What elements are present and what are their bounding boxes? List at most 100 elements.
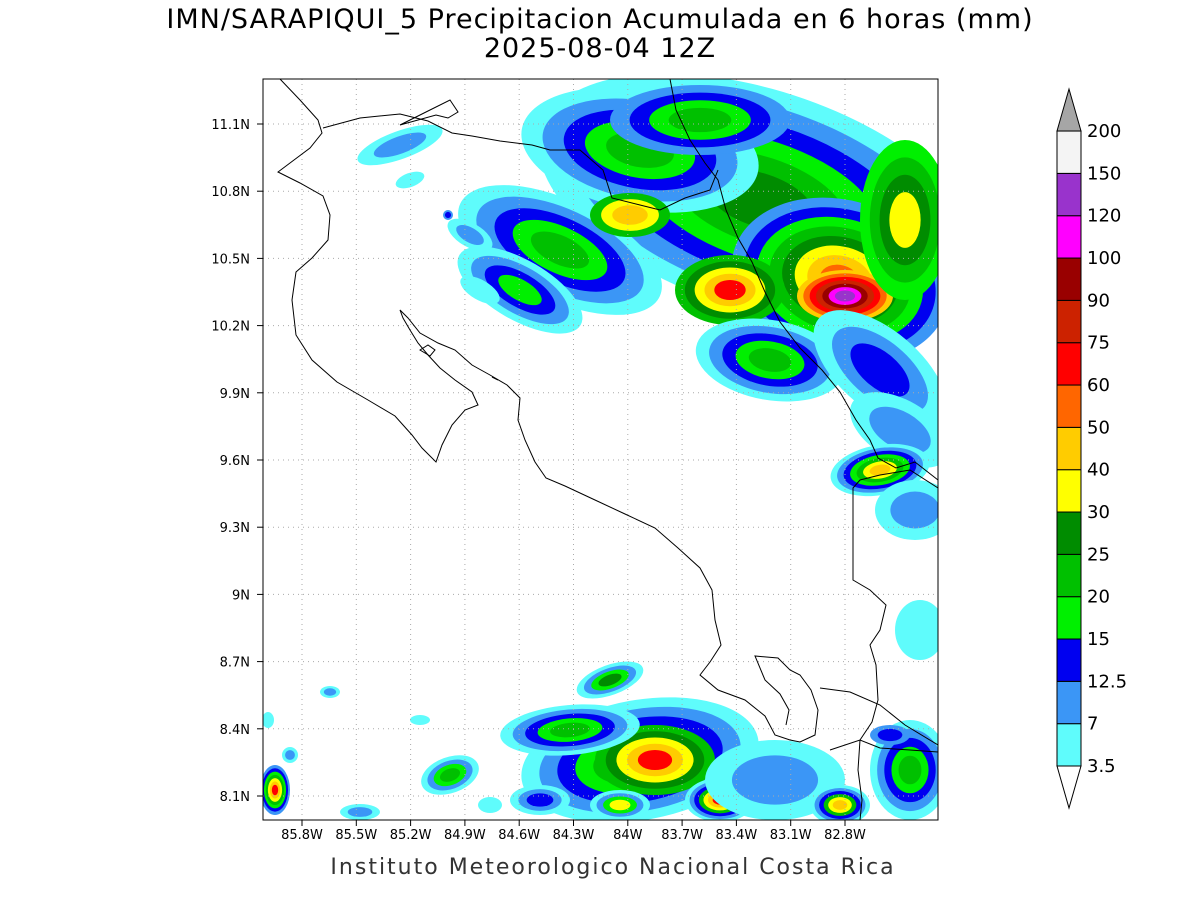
lon-tick-label: 84.6W (498, 828, 540, 843)
lat-tick-label: 8.7N (220, 656, 250, 671)
colorbar-label: 60 (1087, 375, 1110, 396)
colorbar: 3.5 7 12.5 15 20 25 30 40 50 60 75 90 100 120 150 200 (1056, 87, 1127, 810)
colorbar-swatch (1056, 257, 1082, 301)
precip-contour (323, 688, 337, 696)
precip-contour (731, 755, 819, 805)
colorbar-swatch (1056, 553, 1082, 598)
precip-contour (890, 491, 938, 529)
precip-contour (478, 797, 502, 813)
lon-tick-label: 83.1W (770, 828, 812, 843)
precip-contour (347, 807, 373, 817)
colorbar-swatch (1056, 299, 1082, 344)
precip-contour (748, 348, 792, 372)
precip-contour (877, 728, 903, 742)
map-frame (262, 78, 939, 821)
precip-contour (530, 231, 590, 269)
lat-tick-label: 10.8N (211, 185, 250, 200)
panama-border (852, 469, 938, 820)
precip-contour (439, 768, 461, 782)
colorbar-min-arrow (1056, 765, 1082, 810)
lat-tick-label: 10.5N (211, 252, 250, 267)
precip-contour (609, 799, 631, 811)
colorbar-swatch (1056, 680, 1082, 725)
precip-contour (898, 755, 922, 785)
institution-credit: Instituto Meteorologico Nacional Costa R… (330, 855, 896, 880)
precip-contour (498, 274, 542, 306)
colorbar-swatch (1056, 215, 1082, 259)
colorbar-label: 7 (1087, 714, 1098, 735)
lon-tick-label: 82.8W (824, 828, 866, 843)
precip-contour (395, 171, 425, 189)
colorbar-swatch (1056, 596, 1082, 640)
coastlines-borders (277, 79, 938, 820)
precip-contour (895, 600, 938, 660)
colorbar-label: 30 (1087, 502, 1110, 523)
colorbar-swatch (1056, 638, 1082, 682)
precip-contour (832, 800, 848, 810)
colorbar-label: 50 (1087, 417, 1110, 438)
colorbar-swatch (1056, 172, 1082, 217)
precip-contour (714, 280, 746, 300)
lon-tick-label: 84W (613, 828, 643, 843)
precip-contour (456, 224, 484, 246)
precip-contour (889, 192, 921, 248)
precip-contour (410, 715, 430, 725)
precip-contour (550, 722, 590, 738)
precip-contour (668, 107, 732, 133)
precip-contour (526, 793, 554, 807)
colorbar-swatch (1056, 130, 1082, 174)
lon-tick-label: 84.3W (553, 828, 595, 843)
lat-tick-label: 10.2N (211, 320, 250, 335)
colorbar-label: 100 (1087, 248, 1121, 269)
lat-tick-label: 8.1N (220, 790, 250, 805)
colorbar-label: 3.5 (1087, 756, 1116, 777)
colorbar-label: 15 (1087, 629, 1110, 650)
lon-tick-label: 85.5W (335, 828, 377, 843)
lon-tick-label: 83.4W (715, 828, 757, 843)
map-datetime: 2025-08-04 12Z (483, 33, 717, 64)
lat-tick-label: 8.4N (220, 723, 250, 738)
lake-nicaragua-shore (399, 99, 459, 126)
colorbar-swatch (1056, 384, 1082, 428)
precip-contour (637, 750, 673, 770)
lat-tick-label: 11.1N (211, 118, 250, 133)
map-grid (257, 79, 938, 826)
pacific-coastline (277, 79, 819, 743)
precip-contour (834, 290, 856, 302)
colorbar-label: 75 (1087, 333, 1110, 354)
precip-contour (373, 132, 427, 158)
nicaragua-border (322, 113, 719, 211)
lon-tick-label: 84.9W (444, 828, 486, 843)
colorbar-swatch (1056, 511, 1082, 555)
nicoya-island (419, 344, 436, 357)
precip-contour (869, 406, 931, 454)
colorbar-label: 12.5 (1087, 671, 1127, 692)
colorbar-label: 120 (1087, 206, 1121, 227)
lon-tick-label: 83.7W (661, 828, 703, 843)
precip-contour (460, 276, 500, 304)
precip-contour (612, 205, 648, 225)
lat-tick-label: 9.6N (220, 454, 250, 469)
colorbar-swatch (1056, 723, 1082, 767)
latitude-labels: 11.1N 10.8N 10.5N 10.2N 9.9N 9.6N 9.3N 9N 8.7N 8.… (211, 118, 250, 805)
caribbean-island (491, 376, 499, 381)
peninsula-coast (829, 739, 938, 753)
colorbar-swatch (1056, 469, 1082, 513)
precip-contour (850, 343, 910, 397)
colorbar-label: 90 (1087, 290, 1110, 311)
colorbar-label: 40 (1087, 460, 1110, 481)
colorbar-label: 20 (1087, 587, 1110, 608)
precip-contour (263, 712, 274, 728)
precip-contour (271, 784, 279, 796)
precip-contour (869, 464, 891, 476)
lat-tick-label: 9.9N (220, 387, 250, 402)
colorbar-label: 150 (1087, 163, 1121, 184)
colorbar-swatch (1056, 342, 1082, 386)
lon-tick-label: 85.2W (390, 828, 432, 843)
colorbar-swatch (1056, 426, 1082, 471)
precip-contour (444, 211, 452, 219)
lat-tick-label: 9N (232, 588, 250, 603)
lat-tick-label: 9.3N (220, 521, 250, 536)
colorbar-label: 25 (1087, 544, 1110, 565)
